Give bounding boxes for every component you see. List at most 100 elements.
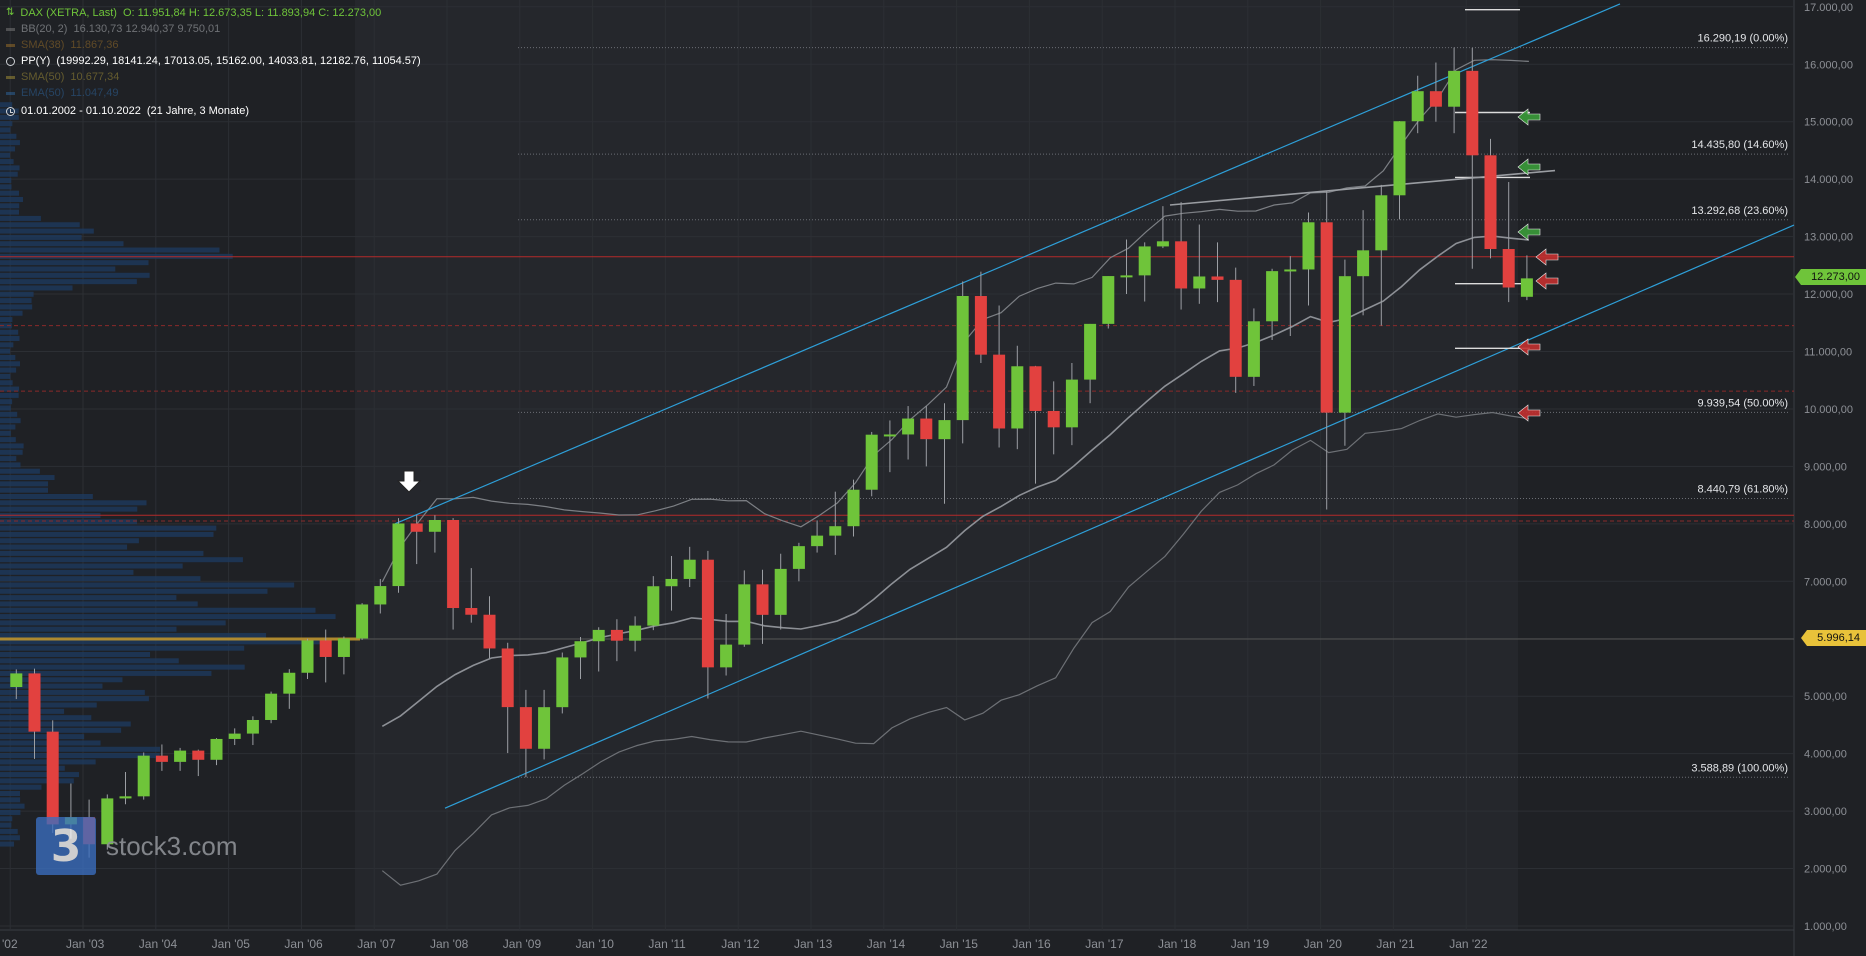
candle (738, 570, 751, 647)
volume-bar (0, 310, 23, 316)
last-price-badge: 12.273,00 (1795, 269, 1866, 285)
volume-bar (0, 203, 20, 209)
x-tick-label: Jan '21 (1376, 937, 1415, 951)
volume-bar (0, 165, 20, 171)
candle (1175, 202, 1188, 310)
volume-bar (0, 481, 49, 487)
volume-bar (0, 430, 11, 436)
date-duration: (21 Jahre, 3 Monate) (146, 105, 250, 117)
candle (1229, 267, 1242, 393)
volume-bar (0, 196, 24, 202)
candle-body (1011, 366, 1024, 429)
volume-bar (0, 626, 177, 632)
volume-bar (0, 443, 24, 449)
volume-bar (0, 614, 336, 620)
candle (883, 420, 896, 473)
candle (920, 406, 933, 467)
signal-arrow-green (1517, 108, 1541, 126)
sma50-label: SMA(50) (21, 71, 65, 83)
volume-bar (0, 689, 145, 695)
down-arrow-marker (396, 470, 422, 493)
pivot-point-icon (6, 56, 15, 66)
x-tick-label: Jan '05 (212, 937, 251, 951)
candle-body (119, 796, 132, 799)
volume-bar (0, 418, 21, 424)
candle (647, 576, 660, 631)
volume-bar (0, 550, 204, 556)
volume-bar (0, 475, 55, 481)
legend-sma50[interactable]: SMA(50) 10.677,34 (6, 69, 421, 85)
candle (902, 406, 915, 460)
volume-bar (0, 317, 13, 323)
volume-bar (0, 588, 268, 594)
volume-bar (0, 664, 245, 670)
volume-bar (0, 342, 14, 348)
candle (1029, 365, 1042, 484)
candle (847, 479, 860, 537)
volume-bar (0, 411, 18, 417)
legend-ema50[interactable]: EMA(50) 11.047,49 (6, 85, 421, 101)
candle-body (538, 707, 551, 749)
candle-body (1393, 121, 1406, 196)
volume-profile (0, 102, 336, 847)
volume-bar (0, 114, 19, 120)
volume-bar (0, 228, 94, 234)
volume-bar (0, 146, 16, 152)
candle-body (629, 625, 642, 641)
volume-bar (0, 367, 17, 373)
candle (1047, 381, 1060, 455)
volume-bar (0, 696, 149, 702)
volume-bar (0, 209, 20, 215)
volume-bar (0, 266, 116, 272)
candle (720, 614, 733, 676)
candle (174, 747, 187, 771)
x-tick-label: Jan '06 (284, 937, 323, 951)
candle-body (974, 296, 987, 355)
volume-bar (0, 291, 34, 297)
candle-body (465, 608, 478, 615)
y-tick-label: 4.000,00 (1804, 749, 1847, 761)
candle (1320, 190, 1333, 510)
signal-arrow-red (1535, 248, 1559, 266)
candle-body (683, 559, 696, 579)
candle (956, 281, 969, 444)
bb-middle-band (381, 235, 1529, 727)
candle (46, 720, 59, 833)
candle-body (1284, 269, 1297, 272)
x-tick-label: Jan '12 (721, 937, 760, 951)
candle-body (483, 614, 496, 649)
volume-bar (0, 304, 33, 310)
volume-bar (0, 500, 147, 506)
candle (265, 691, 278, 724)
candle (610, 619, 623, 662)
volume-bar (0, 525, 217, 531)
candle (374, 579, 387, 614)
candle-body (956, 296, 969, 421)
fib-label: 9.939,54 (50.00%) (1697, 397, 1788, 409)
legend-sma38[interactable]: SMA(38) 11.867,36 (6, 37, 421, 53)
volume-bar (0, 639, 327, 645)
candle (1102, 276, 1115, 329)
candle-body (1229, 279, 1242, 377)
volume-bar (0, 121, 13, 127)
volume-bar (0, 386, 20, 392)
x-tick-label: '02 (2, 937, 18, 951)
legend-pp[interactable]: PP(Y) (19992.29, 18141.24, 17013.05, 151… (6, 53, 421, 69)
x-tick-label: Jan '20 (1304, 937, 1343, 951)
candle (811, 520, 824, 553)
y-tick-label: 1.000,00 (1804, 921, 1847, 933)
channel-lower-line (444, 224, 1795, 809)
legend-range[interactable]: 01.01.2002 - 01.10.2022 (21 Jahre, 3 Mon… (6, 103, 421, 119)
volume-bar (0, 380, 13, 386)
candle-body (701, 559, 714, 668)
candle-body (1502, 249, 1515, 288)
legend-bb[interactable]: BB(20, 2) 16.130,73 12.940,37 9.750,01 (6, 21, 421, 37)
candle-body (192, 750, 205, 760)
x-tick-label: Jan '03 (66, 937, 105, 951)
volume-bar (0, 753, 160, 759)
pp-values: (19992.29, 18141.24, 17013.05, 15162.00,… (56, 55, 421, 67)
y-tick-label: 11.000,00 (1804, 347, 1852, 359)
volume-bar (0, 791, 21, 797)
candle (192, 749, 205, 777)
